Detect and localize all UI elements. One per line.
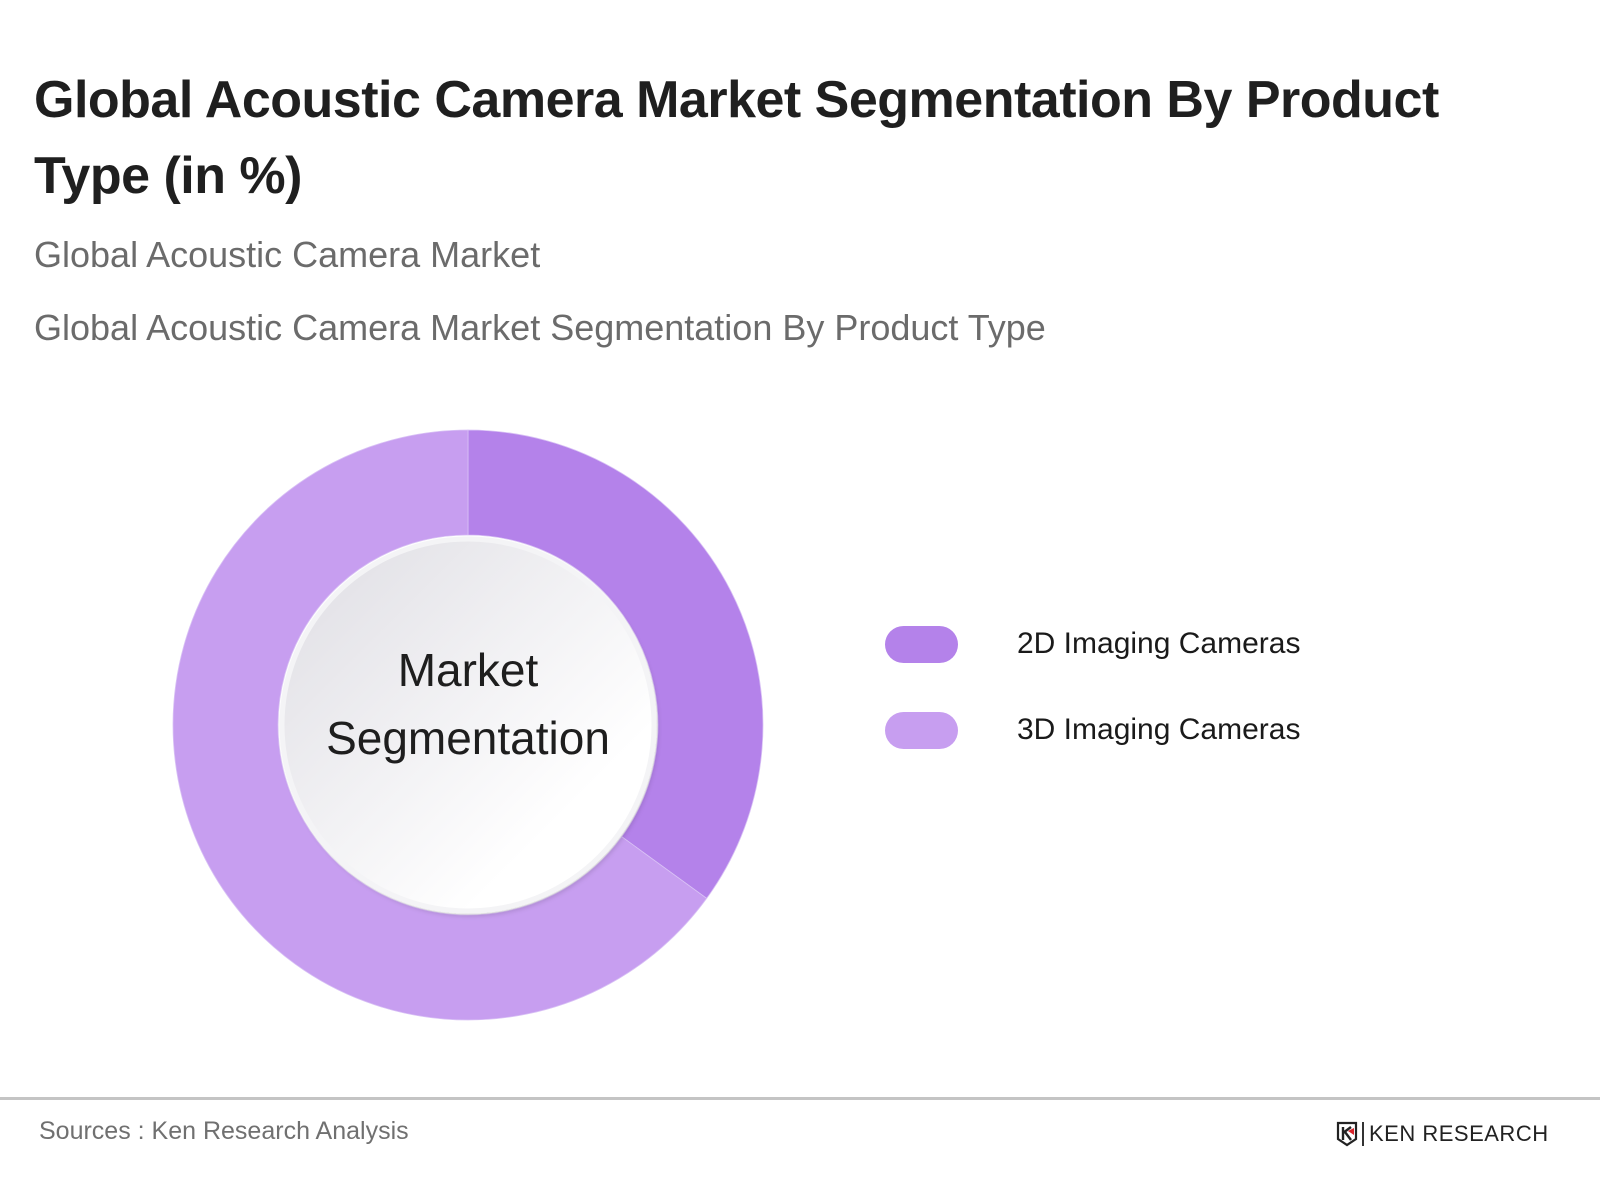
ken-research-logo: KEN RESEARCH [1336, 1120, 1549, 1148]
donut-hub [279, 536, 657, 914]
source-note: Sources : Ken Research Analysis [39, 1117, 409, 1145]
center-label-line-2: Segmentation [326, 712, 610, 764]
chart-area: Market Segmentation 2D Imaging Cameras 3… [0, 400, 1600, 1080]
donut-slice-3d-imaging-cameras[interactable] [172, 429, 708, 1021]
donut-center-label: Market Segmentation [280, 636, 656, 816]
chart-subtitle-segmentation: Global Acoustic Camera Market Segmentati… [34, 307, 1046, 348]
donut-slice-2d-imaging-cameras[interactable] [467, 429, 764, 899]
donut-slices [172, 429, 764, 1021]
center-label-line-1: Market [397, 644, 539, 696]
logo-separator [1362, 1122, 1364, 1146]
legend-label-3d: 3D Imaging Cameras [1017, 713, 1301, 746]
donut-chart [172, 429, 764, 1021]
footer-divider [0, 1097, 1600, 1100]
legend-item-3d-imaging-cameras[interactable]: 3D Imaging Cameras [885, 712, 1385, 749]
legend-swatch-3d [885, 712, 958, 749]
logo-text: KEN RESEARCH [1369, 1121, 1549, 1146]
ken-research-shield-icon [1336, 1121, 1358, 1147]
legend-item-2d-imaging-cameras[interactable]: 2D Imaging Cameras [885, 626, 1385, 663]
legend-swatch-2d [885, 626, 958, 663]
chart-title: Global Acoustic Camera Market Segmentati… [34, 71, 1439, 205]
legend-label-2d: 2D Imaging Cameras [1017, 627, 1301, 660]
chart-subtitle-market: Global Acoustic Camera Market [34, 234, 541, 275]
